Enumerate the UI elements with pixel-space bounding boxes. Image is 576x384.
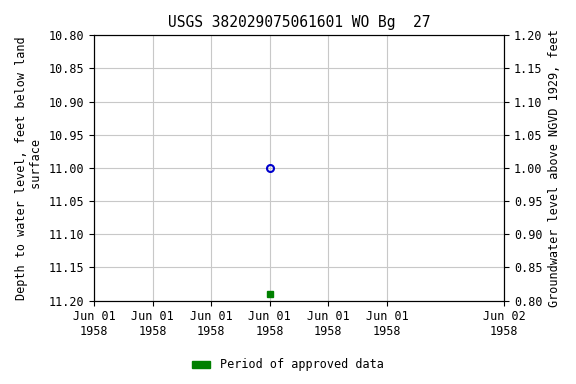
Y-axis label: Depth to water level, feet below land
 surface: Depth to water level, feet below land su… bbox=[15, 36, 43, 300]
Legend: Period of approved data: Period of approved data bbox=[188, 354, 388, 376]
Title: USGS 382029075061601 WO Bg  27: USGS 382029075061601 WO Bg 27 bbox=[168, 15, 430, 30]
Y-axis label: Groundwater level above NGVD 1929, feet: Groundwater level above NGVD 1929, feet bbox=[548, 29, 561, 307]
